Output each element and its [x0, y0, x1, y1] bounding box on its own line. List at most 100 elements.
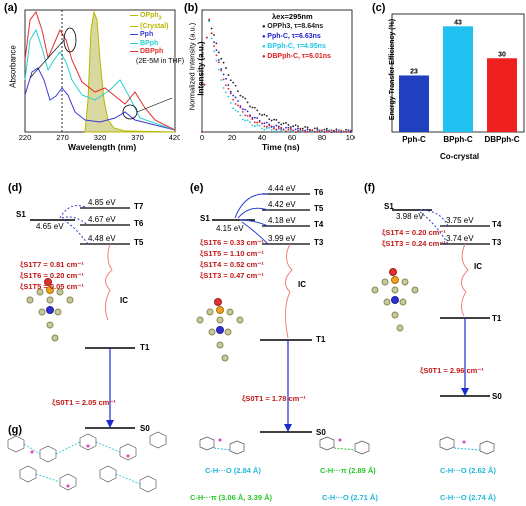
f-level-0-energy: 3.75 eV: [446, 216, 474, 225]
b-decay-point: [203, 83, 206, 86]
b-decay-point: [277, 121, 280, 124]
b-decay-point: [263, 122, 266, 125]
e-level-3-energy: 3.99 eV: [268, 234, 296, 243]
panel-label-g: (g): [8, 424, 23, 436]
b-decay-point: [330, 129, 333, 132]
b-decay-point: [325, 129, 328, 132]
b-decay-point: [222, 73, 225, 76]
b-decay-point: [210, 27, 213, 30]
b-decay-point: [210, 37, 213, 40]
b-decay-point: [217, 51, 220, 54]
b-decay-point: [268, 118, 271, 121]
b-decay-point: [241, 118, 244, 121]
b-decay-point: [294, 131, 297, 133]
b-decay-point: [210, 32, 213, 35]
b-decay-point: [258, 113, 261, 115]
b-decay-point: [217, 59, 220, 61]
b-decay-point: [217, 68, 220, 71]
a-legend-item: OPph3: [130, 12, 184, 23]
panel-c-xlabel: Co-crystal: [440, 152, 480, 161]
b-decay-point: [282, 122, 285, 125]
d-soc-2: ξS1T5 = 0.05 cm⁻¹: [20, 282, 84, 291]
d-level-2-state: T5: [134, 238, 144, 247]
b-decay-point: [229, 92, 232, 95]
b-decay-point: [280, 123, 283, 126]
b-decay-point: [222, 61, 225, 64]
a-xtick-label: 270: [56, 133, 69, 142]
d-level-2-energy: 4.48 eV: [88, 234, 116, 243]
panel-e-diagram: [212, 193, 312, 433]
b-decay-point: [280, 129, 283, 132]
b-decay-point: [246, 115, 249, 117]
b-decay-point: [244, 114, 247, 117]
a-legend-item: DBPph: [130, 48, 184, 57]
b-decay-point: [208, 18, 211, 21]
b-decay-point: [301, 129, 304, 132]
b-decay-point: [265, 121, 268, 124]
b-decay-point: [268, 126, 271, 129]
panel-c-ylabel: Energy Transfer Efficiency (%): [389, 18, 396, 121]
b-decay-point: [237, 110, 239, 113]
b-legend-item: ● BPph-C, τ=4.95ns: [262, 43, 326, 50]
b-xtick-label: 60: [288, 133, 296, 142]
e-soc-3: ξS1T3 = 0.47 cm⁻¹: [200, 271, 264, 280]
b-decay-point: [268, 124, 271, 127]
e-soc-0: ξS1T6 = 0.33 cm⁻¹: [200, 238, 264, 247]
a-xtick-label: 320: [94, 133, 107, 142]
b-decay-point: [345, 128, 347, 131]
b-decay-point: [285, 126, 287, 129]
b-decay-point: [246, 110, 249, 113]
b-decay-point: [282, 128, 285, 131]
b-decay-point: [289, 127, 292, 130]
b-decay-point: [222, 78, 225, 81]
panel-a-ylabel: Absorbance: [8, 45, 18, 88]
panel-label-e: (e): [190, 182, 204, 194]
b-decay-point: [225, 67, 227, 69]
b-decay-point: [316, 131, 319, 133]
e-level-1-state: T5: [314, 204, 324, 213]
e-soc-s0: ξS0T1 = 1.78 cm⁻¹: [242, 394, 306, 403]
c-bar-value: 23: [410, 68, 418, 75]
b-decay-point: [277, 127, 280, 129]
a-legend-item: Pph: [130, 31, 184, 40]
a-xtick-label: 420: [169, 133, 180, 142]
b-decay-point: [265, 125, 268, 128]
b-decay-point: [323, 128, 326, 131]
b-decay-point: [289, 129, 292, 132]
b-decay-point: [273, 130, 275, 133]
b-decay-point: [213, 50, 215, 53]
b-decay-point: [205, 36, 208, 39]
b-decay-point: [253, 116, 256, 119]
b-decay-point: [239, 105, 242, 108]
f-ic-label: IC: [474, 262, 482, 271]
b-decay-point: [249, 121, 251, 124]
b-xtick-label: 80: [318, 133, 326, 142]
f-s1-energy: 3.98 eV: [396, 212, 424, 221]
g-caption-4: C-H···O (2.71 Å): [322, 493, 378, 502]
b-decay-point: [292, 129, 295, 132]
b-decay-point: [220, 69, 223, 72]
b-decay-point: [222, 87, 225, 89]
d-s1-label: S1: [16, 210, 26, 219]
d-level-0-energy: 4.85 eV: [88, 198, 116, 207]
b-decay-point: [251, 106, 254, 109]
b-decay-point: [265, 127, 268, 130]
e-s1-label: S1: [200, 214, 210, 223]
panel-a-legend: OPph3 (Crystal) Pph BPph DBPph (2E-5M in THF…: [130, 12, 184, 66]
b-decay-point: [229, 79, 232, 82]
b-decay-point: [215, 59, 218, 62]
b-decay-point: [253, 125, 256, 128]
b-decay-point: [285, 130, 287, 133]
b-decay-point: [316, 128, 319, 131]
b-decay-point: [323, 131, 326, 133]
e-s1-energy: 4.15 eV: [216, 224, 244, 233]
interaction-motifs: [199, 436, 495, 455]
b-decay-point: [306, 128, 309, 131]
b-decay-point: [208, 20, 211, 23]
b-decay-point: [227, 95, 230, 98]
b-decay-point: [325, 127, 328, 130]
d-ic-label: IC: [120, 296, 128, 305]
a-legend-item: BPph: [130, 40, 184, 49]
b-decay-point: [251, 117, 254, 119]
b-decay-point: [256, 109, 259, 112]
